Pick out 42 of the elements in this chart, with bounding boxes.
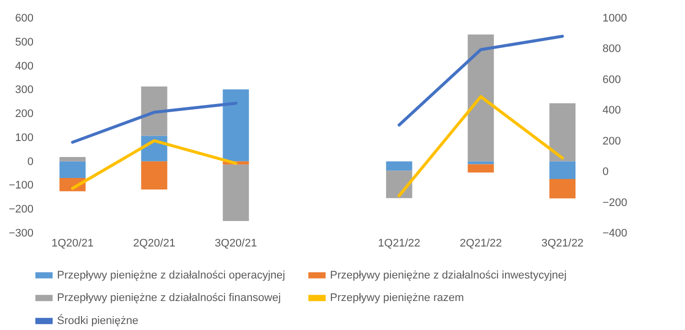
bar [141, 161, 168, 190]
y2-tick-label: 200 [602, 135, 621, 148]
y2-tick-label: 400 [602, 104, 621, 117]
y-tick-label: 400 [15, 60, 34, 72]
y2-tick-label: 800 [602, 43, 621, 56]
legend-label: Przepływy pieniężne z działalności operacyjnej [57, 269, 286, 282]
bar [59, 157, 86, 162]
bar [386, 170, 412, 198]
bar [549, 179, 576, 198]
x-tick-label: 3Q21/22 [541, 238, 584, 250]
x-tick-label: 3Q20/21 [214, 238, 257, 250]
x-tick-label: 1Q20/21 [51, 238, 94, 250]
y-tick-label: 200 [15, 108, 34, 120]
y2-tick-label: 0 [602, 166, 609, 178]
bar [549, 103, 576, 162]
y2-tick-label: −200 [602, 196, 628, 209]
bar [222, 89, 249, 162]
y-tick-label: −100 [8, 180, 34, 192]
x-tick-label: 2Q21/22 [460, 238, 502, 250]
x-tick-label: 1Q21/22 [378, 238, 420, 250]
legend-label: Przepływy pieniężne z działalności inwestycyjnej [330, 269, 567, 282]
bar [141, 86, 168, 136]
legend-label: Środki pieniężne [57, 314, 138, 327]
y-tick-label: 100 [15, 132, 34, 144]
y-tick-label: −300 [8, 228, 34, 240]
bar [549, 161, 576, 180]
bar [468, 34, 494, 162]
bar [386, 161, 412, 171]
y-tick-label: 500 [15, 36, 34, 48]
y2-tick-label: 600 [602, 74, 621, 86]
legend-label: Przepływy pieniężne z działalności finansowej [57, 292, 281, 304]
y-tick-label: 0 [27, 156, 34, 168]
y-tick-label: 300 [15, 84, 34, 96]
legend-label: Przepływy pieniężne razem [330, 292, 464, 304]
y-tick-label: −200 [8, 204, 34, 216]
y-tick-label: 600 [15, 12, 34, 24]
x-tick-label: 2Q20/21 [133, 238, 176, 250]
bar [222, 164, 249, 222]
bar [468, 164, 494, 173]
bar [59, 161, 86, 178]
y2-tick-label: 1000 [602, 12, 627, 24]
y2-tick-label: −400 [602, 228, 628, 240]
